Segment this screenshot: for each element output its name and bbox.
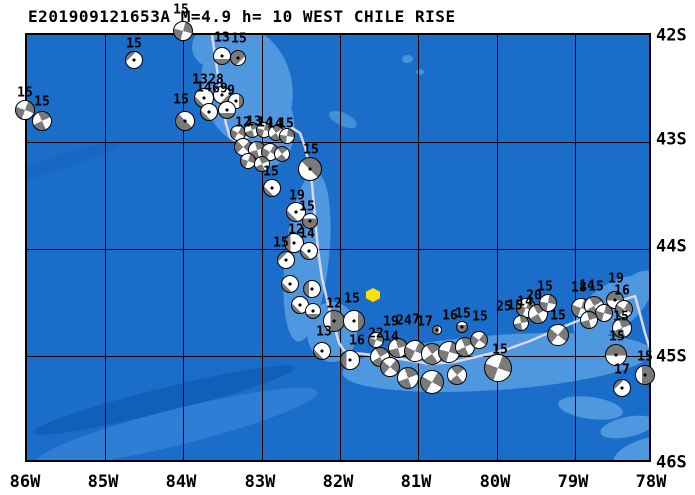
lon-tick-label: 79W <box>557 472 589 492</box>
grid-line-parallel <box>27 142 649 143</box>
lat-tick-label: 45S <box>656 346 687 367</box>
plate-boundary-line <box>210 35 649 366</box>
grid-line-meridian <box>575 35 576 460</box>
grid-line-meridian <box>183 35 184 460</box>
bathymetry-patch <box>401 55 413 63</box>
lon-tick-label: 85W <box>87 472 119 492</box>
lat-tick-label: 46S <box>656 452 687 473</box>
grid-line-meridian <box>497 35 498 460</box>
lon-tick-label: 81W <box>400 472 432 492</box>
lon-tick-label: 83W <box>244 472 276 492</box>
grid-line-parallel <box>27 249 649 250</box>
figure-title: E201909121653A M=4.9 h= 10 WEST CHILE RI… <box>28 7 456 26</box>
lat-tick-label: 44S <box>656 236 687 257</box>
lat-tick-label: 42S <box>656 25 687 46</box>
lat-tick-label: 43S <box>656 129 687 150</box>
grid-line-meridian <box>340 35 341 460</box>
lon-tick-label: 86W <box>9 472 41 492</box>
lon-tick-label: 80W <box>479 472 511 492</box>
lon-tick-label: 84W <box>165 472 197 492</box>
grid-line-meridian <box>418 35 419 460</box>
bathymetry-patch <box>416 69 424 75</box>
plate-boundary-path <box>210 35 649 366</box>
lon-tick-label: 78W <box>635 472 667 492</box>
grid-line-meridian <box>262 35 263 460</box>
grid-line-parallel <box>27 356 649 357</box>
lon-tick-label: 82W <box>322 472 354 492</box>
map-canvas <box>25 33 651 462</box>
grid-line-meridian <box>105 35 106 460</box>
